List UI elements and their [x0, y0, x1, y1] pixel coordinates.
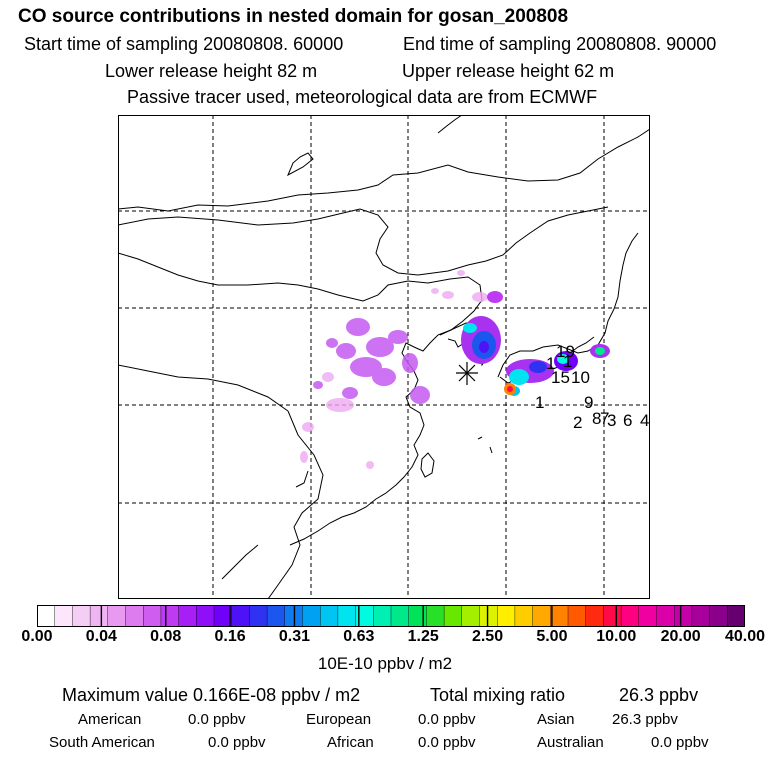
colorbar-tick-label: 0.63 [343, 628, 375, 645]
colorbar-tick-label: 0.00 [21, 628, 53, 645]
colorbar-cell [213, 605, 233, 627]
release-label-2: 2 [573, 413, 582, 432]
colorbar-cell [620, 605, 640, 627]
colorbar-tick-label: 10.00 [596, 628, 637, 645]
lower-release-text: Lower release height 82 m [105, 61, 318, 81]
colorbar-tick-label: 20.00 [660, 628, 701, 645]
colorbar-cell [514, 605, 534, 627]
upper-release-text: Upper release height 62 m [402, 61, 615, 81]
region-asian-value: 26.3 ppbv [612, 711, 678, 728]
colorbar-cell [585, 605, 604, 627]
plume-korea [461, 291, 503, 364]
colorbar-cell [72, 605, 91, 627]
colorbar-cell [302, 605, 321, 627]
colorbar-tick-label: 0.31 [278, 628, 311, 645]
colorbar-cell [656, 605, 675, 627]
concentration-field [300, 270, 610, 469]
plume-japan [506, 344, 610, 396]
colorbar-cell [709, 605, 728, 627]
colorbar-tick-label: 0.04 [85, 628, 117, 645]
colorbar-cell [691, 605, 711, 627]
plume-kyushu-hotspot [504, 383, 516, 395]
release-label-7: 7 [600, 409, 609, 428]
plot-title: CO source contributions in nested domain… [18, 6, 569, 27]
total-mixing-value: 26.3 ppbv [619, 685, 699, 705]
region-south-american-value: 0.0 ppbv [208, 734, 266, 751]
region-american-label: American [78, 711, 142, 728]
colorbar-tick-label: 5.00 [536, 628, 568, 645]
region-australian-value: 0.0 ppbv [651, 734, 709, 751]
region-african-value: 0.0 ppbv [418, 734, 476, 751]
colorbar [37, 605, 745, 627]
release-label-cluster-2: 1 [563, 352, 572, 371]
release-label-9: 9 [584, 393, 593, 412]
colorbar-cell [266, 605, 286, 627]
region-african-label: African [327, 734, 374, 751]
colorbar-cell [160, 605, 180, 627]
release-label-3: 3 [607, 411, 616, 430]
release-label-4: 4 [640, 411, 649, 430]
colorbar-cell [107, 605, 127, 627]
colorbar-cell [443, 605, 463, 627]
colorbar-cell [231, 605, 250, 627]
region-european-value: 0.0 ppbv [418, 711, 476, 728]
colorbar-cell [178, 605, 197, 627]
start-time-text: Start time of sampling 20080808. 60000 [24, 34, 344, 54]
colorbar-cell [390, 605, 410, 627]
end-time-text: End time of sampling 20080808. 90000 [403, 34, 717, 54]
colorbar-tick-label: 0.08 [150, 628, 182, 645]
colorbar-cell [603, 605, 622, 627]
colorbar-cell [337, 605, 357, 627]
colorbar-cell [125, 605, 144, 627]
max-value-text: Maximum value 0.166E-08 ppbv / m2 [62, 685, 361, 705]
region-american-value: 0.0 ppbv [188, 711, 246, 728]
release-label-cluster: 1 [546, 354, 555, 373]
colorbar-cell [320, 605, 339, 627]
colorbar-cell [461, 605, 480, 627]
colorbar-tick-label: 40.00 [724, 628, 766, 645]
total-mixing-label: Total mixing ratio [430, 685, 566, 705]
tracer-info-text: Passive tracer used, meteorological data… [127, 87, 598, 107]
colorbar-cell [567, 605, 587, 627]
release-label-19: 19 [556, 342, 575, 361]
receptor-asterisk-icon [456, 362, 478, 385]
release-label-1: 1 [535, 393, 544, 412]
colorbar-cell [37, 605, 56, 627]
plume-china [313, 318, 430, 404]
release-label-10: 10 [571, 368, 590, 387]
release-label-15: 15 [551, 368, 570, 387]
colorbar-cell [674, 605, 693, 627]
region-asian-label: Asian [537, 711, 575, 728]
colorbar-unit: 10E-10 ppbv / m2 [317, 654, 453, 673]
colorbar-cell [550, 605, 569, 627]
colorbar-cell [249, 605, 268, 627]
release-label-8: 8 [592, 409, 601, 428]
colorbar-cell [196, 605, 215, 627]
region-european-label: European [306, 711, 372, 728]
map-panel: 1 2 3 4 6 7 8 9 10 15 19 1 1 [118, 115, 650, 599]
grid-lines [118, 115, 650, 599]
colorbar-cell [727, 605, 745, 627]
release-label-6: 6 [623, 411, 632, 430]
region-australian-label: Australian [537, 734, 604, 751]
plume-china-light [300, 270, 488, 469]
colorbar-cell [89, 605, 109, 627]
colorbar-cell [532, 605, 551, 627]
colorbar-cell [426, 605, 445, 627]
region-south-american-label: South American [49, 734, 155, 751]
colorbar-cell [497, 605, 516, 627]
colorbar-cell [408, 605, 427, 627]
colorbar-cell [638, 605, 657, 627]
colorbar-cell [142, 605, 162, 627]
colorbar-tick-label: 2.50 [471, 628, 504, 645]
colorbar-cell [479, 605, 498, 627]
colorbar-cell [54, 605, 73, 627]
colorbar-cell [373, 605, 392, 627]
colorbar-tick-label: 0.16 [214, 628, 246, 645]
colorbar-tick-label: 1.25 [407, 628, 439, 645]
